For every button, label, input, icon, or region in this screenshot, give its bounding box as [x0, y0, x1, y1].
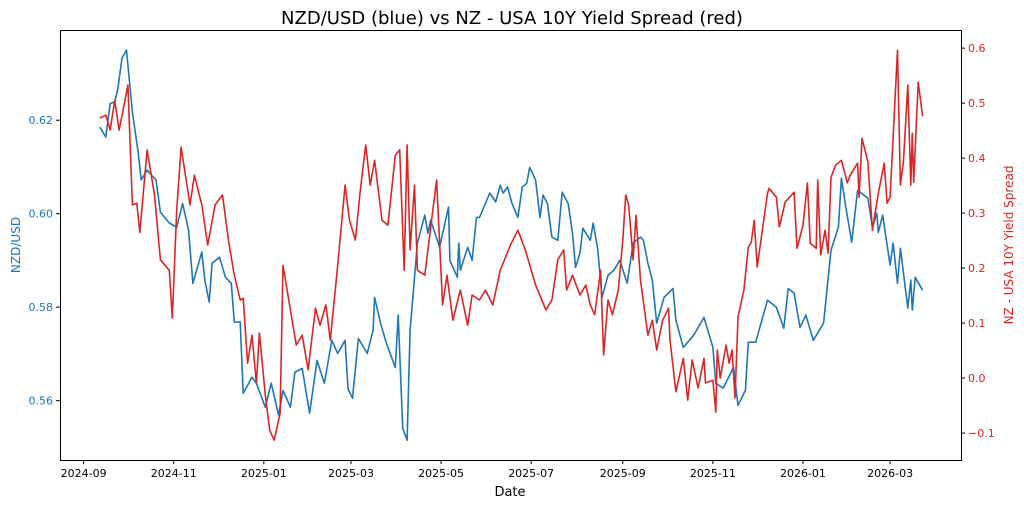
x-tick-label: 2026-03: [867, 467, 913, 480]
left-y-axis-label: NZD/USD: [9, 217, 23, 273]
x-tick-label: 2025-09: [600, 467, 646, 480]
right-y-tick-label: 0.5: [968, 97, 986, 110]
x-tick-label: 2025-03: [328, 467, 374, 480]
right-y-axis-label: NZ - USA 10Y Yield Spread: [1002, 166, 1016, 325]
left-y-tick-label: 0.60: [29, 208, 54, 221]
right-y-tick-label: 0.6: [968, 42, 986, 55]
right-y-tick-label: −0.1: [968, 427, 995, 440]
left-y-tick-label: 0.58: [29, 301, 54, 314]
x-tick-label: 2024-11: [151, 467, 197, 480]
x-tick-label: 2026-01: [780, 467, 826, 480]
nzdusd-series-line: [99, 49, 924, 442]
right-y-tick-label: 0.2: [968, 262, 986, 275]
x-tick-label: 2024-09: [61, 467, 107, 480]
right-y-tick-label: 0.4: [968, 152, 986, 165]
x-axis-label: Date: [494, 485, 525, 500]
right-y-tick-label: 0.3: [968, 207, 986, 220]
left-y-tick-label: 0.62: [29, 114, 54, 127]
x-tick-label: 2025-01: [241, 467, 287, 480]
x-tick-label: 2025-11: [690, 467, 736, 480]
left-y-tick-label: 0.56: [29, 395, 54, 408]
x-tick-label: 2025-05: [418, 467, 464, 480]
chart-title: NZD/USD (blue) vs NZ - USA 10Y Yield Spr…: [281, 8, 743, 29]
right-y-tick-label: 0.1: [968, 317, 986, 330]
yield-spread-series-line: [99, 49, 924, 441]
right-y-tick-label: 0.0: [968, 372, 986, 385]
x-tick-label: 2025-07: [508, 467, 554, 480]
plot-frame: [60, 30, 962, 461]
